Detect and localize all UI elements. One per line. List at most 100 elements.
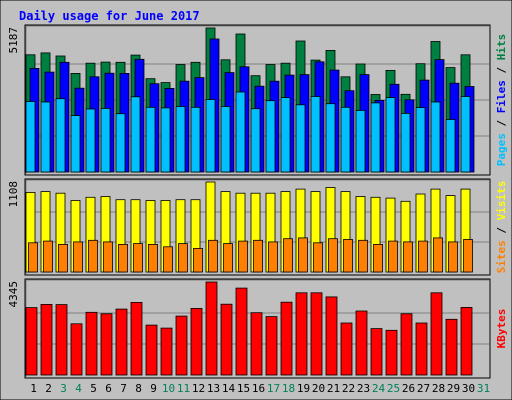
bar-kbytes-day-3 xyxy=(55,304,68,376)
bar-kbytes-day-19 xyxy=(295,292,308,376)
bar-kbytes-day-6 xyxy=(100,313,113,376)
bar-kbytes-day-21 xyxy=(325,296,338,376)
legend-separator: / xyxy=(495,60,508,80)
bar-pages-day-18 xyxy=(280,97,291,173)
panel-pages-files-hits: 5187 Pages / Files / Hits xyxy=(7,24,508,176)
x-tick-label: 13 xyxy=(207,382,220,395)
x-tick-label: 1 xyxy=(30,382,37,395)
bar-kbytes-day-15 xyxy=(235,287,248,376)
x-tick-label: 27 xyxy=(417,382,430,395)
bar-kbytes-day-5 xyxy=(85,311,98,376)
x-tick-label: 30 xyxy=(462,382,475,395)
x-tick-label: 19 xyxy=(297,382,310,395)
bar-pages-day-8 xyxy=(130,96,141,173)
x-tick-label: 14 xyxy=(222,382,236,395)
bar-sites-day-5 xyxy=(88,239,98,273)
bar-kbytes-day-1 xyxy=(25,307,38,376)
bar-sites-day-11 xyxy=(178,243,188,273)
x-tick-label: 4 xyxy=(75,382,82,395)
bar-kbytes-day-10 xyxy=(160,327,173,376)
bar-kbytes-day-14 xyxy=(220,303,233,376)
bar-kbytes-day-28 xyxy=(430,292,443,376)
bar-pages-day-3 xyxy=(55,98,66,173)
bar-sites-day-6 xyxy=(103,241,113,273)
x-tick-label: 9 xyxy=(150,382,157,395)
legend-item-hits: Hits xyxy=(495,34,508,61)
bar-sites-day-12 xyxy=(193,247,203,273)
x-tick-label: 31 xyxy=(477,382,490,395)
bar-kbytes-day-30 xyxy=(460,306,473,376)
bar-sites-day-19 xyxy=(298,237,308,273)
bar-pages-day-19 xyxy=(295,104,306,173)
bar-pages-day-9 xyxy=(145,106,156,173)
x-tick-label: 26 xyxy=(402,382,415,395)
bar-kbytes-day-17 xyxy=(265,316,278,376)
x-tick-label: 21 xyxy=(327,382,340,395)
bar-pages-day-25 xyxy=(385,97,396,173)
bar-pages-day-12 xyxy=(190,106,201,173)
bar-sites-day-13 xyxy=(208,239,218,273)
bar-sites-day-30 xyxy=(463,239,473,273)
bar-pages-day-17 xyxy=(265,100,276,173)
x-tick-label: 2 xyxy=(45,382,52,395)
bar-pages-day-29 xyxy=(445,119,456,173)
bar-kbytes-day-12 xyxy=(190,307,203,376)
bar-kbytes-day-23 xyxy=(355,310,368,376)
bar-kbytes-day-29 xyxy=(445,318,458,376)
bar-kbytes-day-20 xyxy=(310,292,323,376)
bar-pages-day-27 xyxy=(415,107,426,173)
chart-title: Daily usage for June 2017 xyxy=(19,9,200,23)
legend-item-kbytes: KBytes xyxy=(495,309,508,349)
bar-sites-day-14 xyxy=(223,243,233,273)
bar-sites-day-3 xyxy=(58,243,68,273)
bar-kbytes-day-7 xyxy=(115,308,128,376)
bar-kbytes-day-18 xyxy=(280,301,293,376)
bar-sites-day-22 xyxy=(343,239,353,273)
bar-kbytes-day-9 xyxy=(145,324,158,376)
bar-sites-day-7 xyxy=(118,243,128,273)
x-tick-label: 20 xyxy=(312,382,325,395)
bar-pages-day-23 xyxy=(355,110,366,173)
panel-kbytes: 4345 KBytes xyxy=(7,278,508,379)
x-tick-label: 18 xyxy=(282,382,295,395)
ymax-label: 4345 xyxy=(7,281,20,308)
bar-kbytes-day-8 xyxy=(130,301,143,376)
bar-sites-day-24 xyxy=(373,243,383,273)
bar-pages-day-10 xyxy=(160,107,171,173)
x-tick-label: 6 xyxy=(105,382,112,395)
legend-pages-files-hits: Pages / Files / Hits xyxy=(495,34,508,167)
legend-item-sites: Sites xyxy=(495,240,508,273)
bar-pages-day-13 xyxy=(205,99,216,173)
bar-sites-day-18 xyxy=(283,238,293,273)
bar-kbytes-day-13 xyxy=(205,281,218,376)
x-tick-label: 10 xyxy=(162,382,175,395)
legend-item-files: Files xyxy=(495,80,508,113)
legend-separator: / xyxy=(495,113,508,133)
x-tick-label: 24 xyxy=(372,382,386,395)
bar-pages-day-15 xyxy=(235,91,246,173)
bar-sites-day-20 xyxy=(313,242,323,273)
x-tick-label: 29 xyxy=(447,382,460,395)
bar-kbytes-day-4 xyxy=(70,323,83,376)
x-tick-label: 16 xyxy=(252,382,265,395)
x-tick-label: 15 xyxy=(237,382,250,395)
bar-kbytes-day-26 xyxy=(400,313,413,376)
bar-pages-day-2 xyxy=(40,101,51,173)
bar-pages-day-14 xyxy=(220,106,231,173)
bar-sites-day-10 xyxy=(163,246,173,273)
bar-sites-day-15 xyxy=(238,240,248,273)
bar-pages-day-11 xyxy=(175,106,186,173)
bar-sites-day-1 xyxy=(28,242,38,273)
bar-sites-day-25 xyxy=(388,240,398,273)
bar-pages-day-1 xyxy=(25,101,36,173)
bar-sites-day-27 xyxy=(418,240,428,273)
bar-sites-day-23 xyxy=(358,239,368,273)
x-tick-label: 28 xyxy=(432,382,445,395)
bar-sites-day-2 xyxy=(43,240,53,273)
bar-kbytes-day-16 xyxy=(250,312,263,376)
bar-pages-day-16 xyxy=(250,108,261,173)
x-tick-label: 17 xyxy=(267,382,280,395)
bar-kbytes-day-11 xyxy=(175,315,188,376)
bar-kbytes-day-2 xyxy=(40,303,53,376)
legend-item-pages: Pages xyxy=(495,133,508,166)
